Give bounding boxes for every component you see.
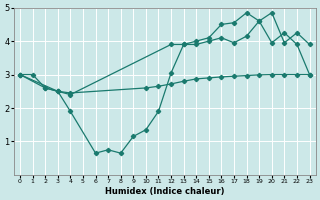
- X-axis label: Humidex (Indice chaleur): Humidex (Indice chaleur): [105, 187, 225, 196]
